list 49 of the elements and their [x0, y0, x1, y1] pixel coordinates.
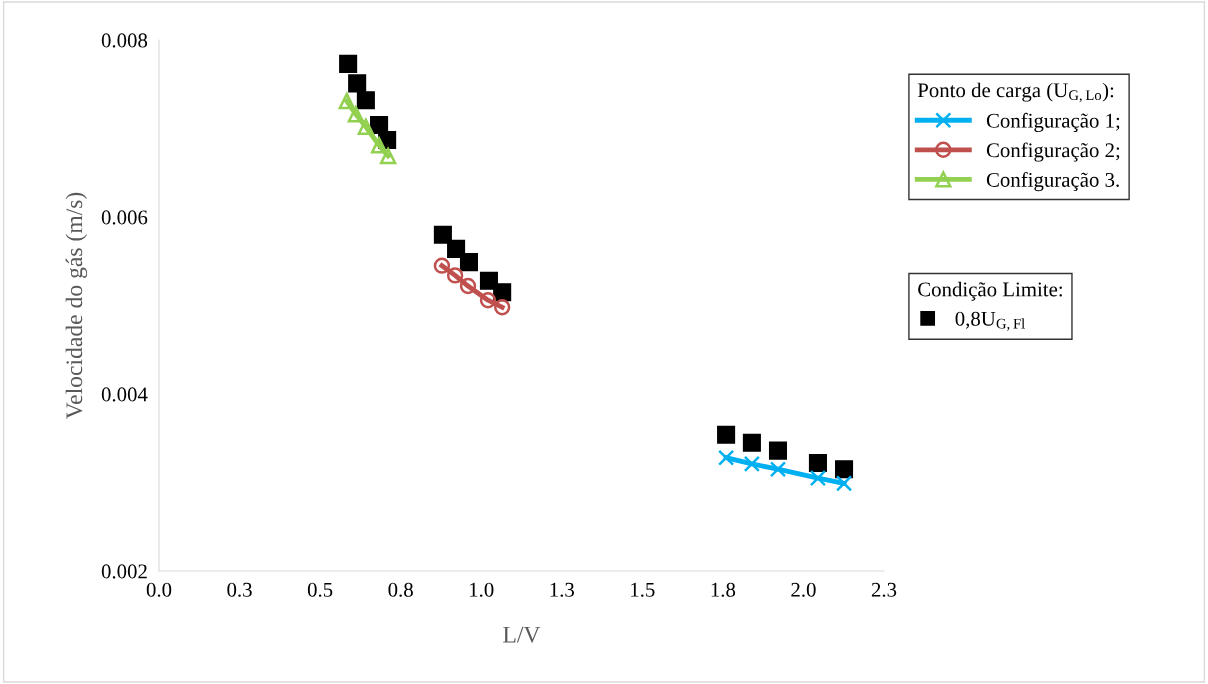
- point: [446, 267, 464, 284]
- point: [339, 54, 358, 73]
- point: [742, 433, 761, 452]
- x-tick-label: 2.3: [871, 582, 897, 597]
- point: [835, 475, 853, 492]
- point: [459, 253, 479, 272]
- point: [493, 299, 511, 316]
- legend-title: Ponto de carga (U$_{G,Lo}$):: [917, 82, 1114, 103]
- y-tick-label: 0.004: [101, 387, 148, 402]
- x-tick-label: 0.8: [388, 582, 413, 597]
- point: [768, 441, 788, 460]
- point: [808, 454, 827, 473]
- point: [717, 425, 736, 444]
- x-tick-label: 1.0: [470, 582, 494, 597]
- point: [348, 74, 367, 93]
- point: [433, 225, 452, 244]
- text: Condição Limite:: [918, 281, 1062, 301]
- point: [835, 460, 854, 479]
- x-tick-label: 1.8: [711, 582, 736, 597]
- legend-label: Configuração 3.: [986, 172, 1119, 192]
- point: [493, 283, 512, 302]
- x-tick-label: 1.3: [550, 582, 574, 597]
- point: [743, 455, 761, 473]
- point: [433, 257, 451, 274]
- point: [447, 239, 466, 258]
- point: [809, 469, 827, 487]
- y-tick-label: 0.002: [101, 564, 147, 579]
- x-tick-label: 0.5: [307, 582, 333, 597]
- y-tick-label: 0.008: [101, 33, 148, 48]
- legend-label: Configuração 1;: [986, 112, 1120, 133]
- y-axis-title: Velocidade do gás (m/s): [65, 192, 88, 419]
- legend-label: 0,8U$_{G,Fl}$: [955, 311, 1025, 331]
- point: [357, 118, 375, 135]
- y-tick-label: 0.006: [101, 210, 148, 225]
- point: [717, 449, 735, 466]
- point: [356, 91, 375, 110]
- x-tick-label: 0.3: [227, 582, 252, 597]
- point: [338, 92, 356, 110]
- point: [459, 277, 477, 295]
- legend-label: Configuração 2;: [986, 142, 1120, 162]
- x-tick-label: 2.0: [791, 582, 816, 597]
- x-axis-title: L/V: [503, 626, 541, 643]
- point: [347, 106, 365, 123]
- point: [370, 137, 388, 154]
- x-tick-label: 1.5: [631, 582, 655, 597]
- point: [769, 461, 787, 478]
- x-tick-label: 0.0: [146, 582, 172, 597]
- point: [479, 292, 497, 309]
- point: [379, 147, 397, 165]
